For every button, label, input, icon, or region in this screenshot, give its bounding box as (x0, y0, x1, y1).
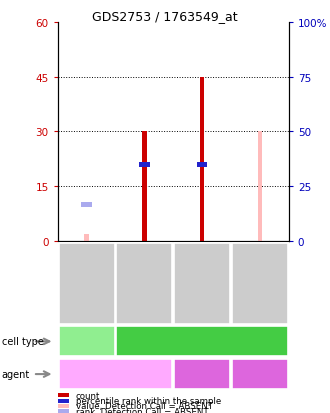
Text: GSM143159: GSM143159 (140, 259, 149, 309)
Bar (82, 202, 92, 208)
Text: rank, Detection Call = ABSENT: rank, Detection Call = ABSENT (76, 407, 209, 413)
Bar (84, 234, 89, 242)
Text: suspension
cells: suspension cells (62, 332, 111, 351)
Text: percentile rank within the sample: percentile rank within the sample (76, 396, 221, 405)
Bar (200, 78, 205, 242)
Text: 7-hydroxyin
dole: 7-hydroxyin dole (177, 365, 228, 384)
Text: cell type: cell type (2, 337, 44, 347)
Text: isatin (indol
e-2,3-dione): isatin (indol e-2,3-dione) (234, 365, 286, 384)
Text: GSM143160: GSM143160 (198, 259, 207, 309)
Text: untreated: untreated (94, 370, 137, 379)
Text: GSM143158: GSM143158 (82, 259, 91, 309)
Bar (139, 162, 149, 168)
Text: count: count (76, 391, 100, 400)
Bar (257, 132, 262, 242)
Text: biofilm cells: biofilm cells (176, 337, 228, 346)
Bar (197, 162, 207, 168)
Text: GSM143161: GSM143161 (255, 259, 264, 309)
Text: value, Detection Call = ABSENT: value, Detection Call = ABSENT (76, 401, 213, 411)
Text: GDS2753 / 1763549_at: GDS2753 / 1763549_at (92, 10, 238, 23)
Text: agent: agent (2, 369, 30, 379)
Bar (142, 132, 147, 242)
